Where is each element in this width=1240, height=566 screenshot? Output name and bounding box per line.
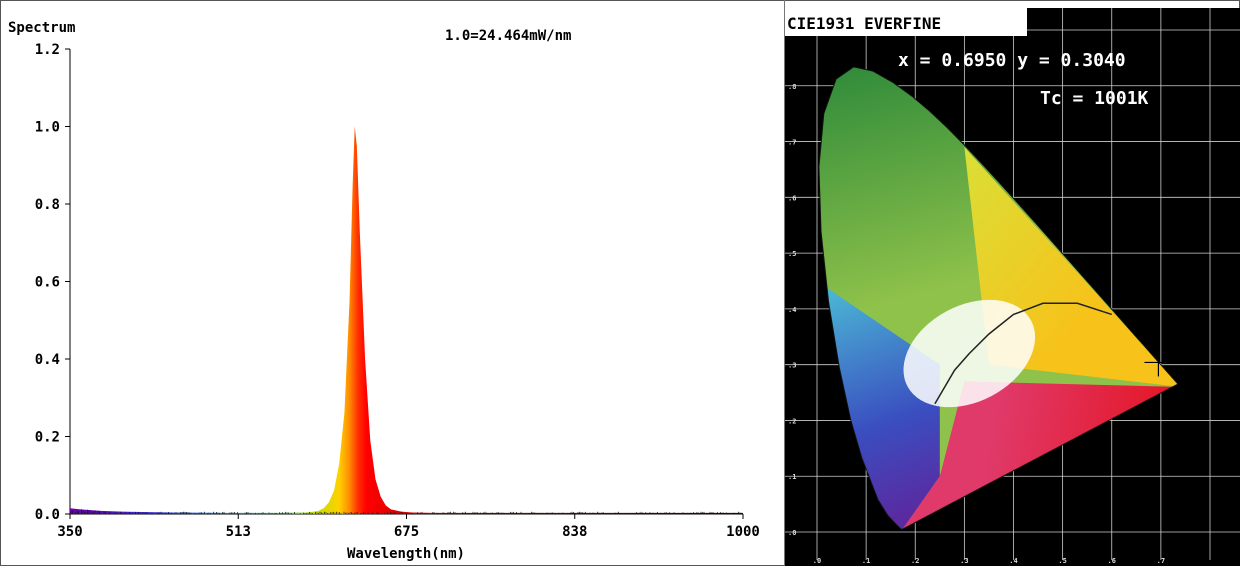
- spectrum-noise: [70, 509, 742, 514]
- cie-y-tick-label: .2: [788, 417, 796, 425]
- y-tick-label: 0.6: [35, 275, 60, 291]
- cie-planckian-locus: [934, 302, 1112, 405]
- spectrum-area: [70, 126, 743, 514]
- x-axis-label: Wavelength(nm): [347, 546, 465, 562]
- cie-y-tick-label: .6: [788, 194, 796, 202]
- cie-title-background: [785, 8, 1027, 36]
- cie-y-tick-label: .4: [788, 306, 796, 314]
- cie-y-tick-label: .8: [788, 83, 796, 91]
- cie-coordinates: x = 0.6950 y = 0.3040: [898, 50, 1126, 71]
- x-tick-label: 1000: [726, 524, 760, 540]
- cie-x-tick-label: .5: [1058, 557, 1066, 565]
- cie-x-tick-label: .4: [1009, 557, 1017, 565]
- cie-x-tick-label: .1: [862, 557, 870, 565]
- y-tick-label: 1.0: [35, 120, 60, 136]
- cie-x-tick-label: .0: [813, 557, 821, 565]
- cie-y-tick-label: .0: [788, 529, 796, 537]
- cie-diagram: .0 .1 .2 .3 .4 .5 .6 .7 .0 .1 .2 .3 .4 .5 .6 .7 .8 CIE19…: [785, 8, 1240, 566]
- y-tick-label: 0.8: [35, 197, 60, 213]
- cie-x-tick-label: .2: [911, 557, 919, 565]
- cie-y-tick-label: .3: [788, 362, 796, 370]
- y-tick-label: 0.0: [35, 507, 60, 523]
- cie-cct: Tc = 1001K: [1040, 88, 1149, 109]
- y-tick-label: 0.2: [35, 430, 60, 446]
- cie-y-tick-label: .5: [788, 250, 796, 258]
- cie-title: CIE1931 EVERFINE: [787, 14, 941, 33]
- cie-x-tick-label: .6: [1108, 557, 1116, 565]
- y-tick-label: 0.4: [35, 352, 60, 368]
- cie-x-tick-label: .3: [960, 557, 968, 565]
- chart-title: Spectrum: [8, 20, 75, 36]
- cie-spectral-locus: [818, 66, 1179, 530]
- x-tick-label: 838: [562, 524, 587, 540]
- x-tick-label: 675: [394, 524, 419, 540]
- panel-divider: [784, 0, 785, 566]
- cie-x-tick-label: .7: [1157, 557, 1165, 565]
- cie-y-tick-label: .7: [788, 139, 796, 147]
- spectrum-chart: Spectrum 1.0=24.464mW/nm 0.0 0.2 0.4 0.6 0.8…: [8, 20, 760, 562]
- x-tick-label: 513: [226, 524, 251, 540]
- chart-annotation: 1.0=24.464mW/nm: [445, 28, 571, 44]
- y-tick-label: 1.2: [35, 42, 60, 58]
- cie-y-tick-label: .1: [788, 473, 796, 481]
- x-tick-label: 350: [57, 524, 82, 540]
